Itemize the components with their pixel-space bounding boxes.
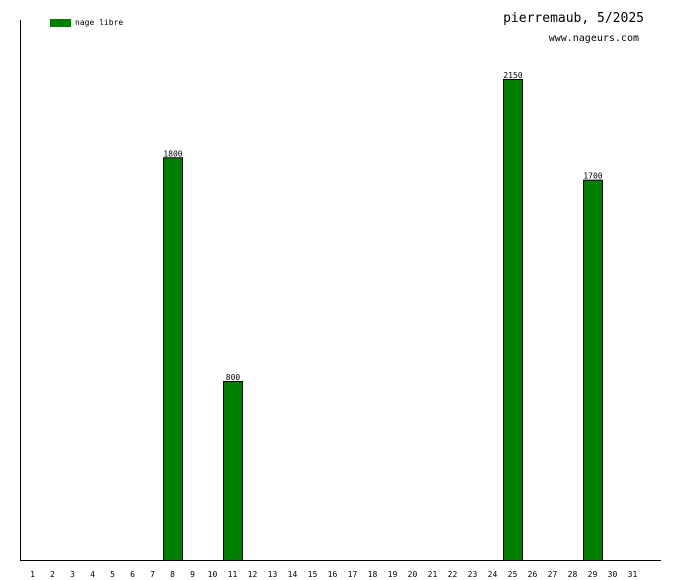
bar-value-label: 1800 xyxy=(163,149,182,158)
chart-title: pierremaub, 5/2025 xyxy=(503,11,644,26)
x-tick-label: 19 xyxy=(388,570,398,579)
chart-subtitle: www.nageurs.com xyxy=(549,33,639,44)
bar-day-29 xyxy=(583,179,603,562)
x-tick-label: 9 xyxy=(190,570,195,579)
x-tick-label: 29 xyxy=(588,570,598,579)
x-tick-label: 30 xyxy=(608,570,618,579)
bars-group: 1800 800 2150 1700 xyxy=(163,71,603,562)
bar-day-8 xyxy=(163,157,183,561)
x-tick-label: 7 xyxy=(150,570,155,579)
x-tick-label: 11 xyxy=(228,570,238,579)
x-tick-label: 25 xyxy=(508,570,518,579)
bar-value-label: 2150 xyxy=(503,71,522,80)
x-tick-label: 18 xyxy=(368,570,378,579)
x-tick-label: 21 xyxy=(428,570,438,579)
bar-value-label: 1700 xyxy=(583,172,602,181)
x-tick-label: 15 xyxy=(308,570,318,579)
x-tick-label: 5 xyxy=(110,570,115,579)
x-tick-label: 26 xyxy=(528,570,538,579)
bar-value-label: 800 xyxy=(226,373,241,382)
x-tick-label: 23 xyxy=(468,570,478,579)
x-tick-label: 2 xyxy=(50,570,55,579)
x-tick-label: 1 xyxy=(30,570,35,579)
x-tick-label: 8 xyxy=(170,570,175,579)
x-tick-label: 22 xyxy=(448,570,458,579)
x-tick-label: 17 xyxy=(348,570,358,579)
x-tick-label: 28 xyxy=(568,570,578,579)
x-tick-label: 31 xyxy=(628,570,638,579)
x-tick-label: 10 xyxy=(208,570,218,579)
x-tick-label: 16 xyxy=(328,570,338,579)
x-tick-label: 3 xyxy=(70,570,75,579)
x-tick-label: 14 xyxy=(288,570,298,579)
x-tick-label: 13 xyxy=(268,570,278,579)
x-tick-label: 4 xyxy=(90,570,95,579)
bar-day-11 xyxy=(223,381,243,561)
x-tick-label: 12 xyxy=(248,570,258,579)
legend-label: nage libre xyxy=(75,18,123,27)
x-axis-ticks: 1 2 3 4 5 6 7 8 9 10 11 12 13 14 15 16 17 18 19 20 21 22 23 24 2… xyxy=(30,570,637,579)
x-tick-label: 27 xyxy=(548,570,558,579)
legend: nage libre xyxy=(50,18,123,27)
x-tick-label: 20 xyxy=(408,570,418,579)
legend-swatch xyxy=(50,19,71,27)
x-tick-label: 6 xyxy=(130,570,135,579)
x-tick-label: 24 xyxy=(488,570,498,579)
bar-day-25 xyxy=(503,79,523,561)
